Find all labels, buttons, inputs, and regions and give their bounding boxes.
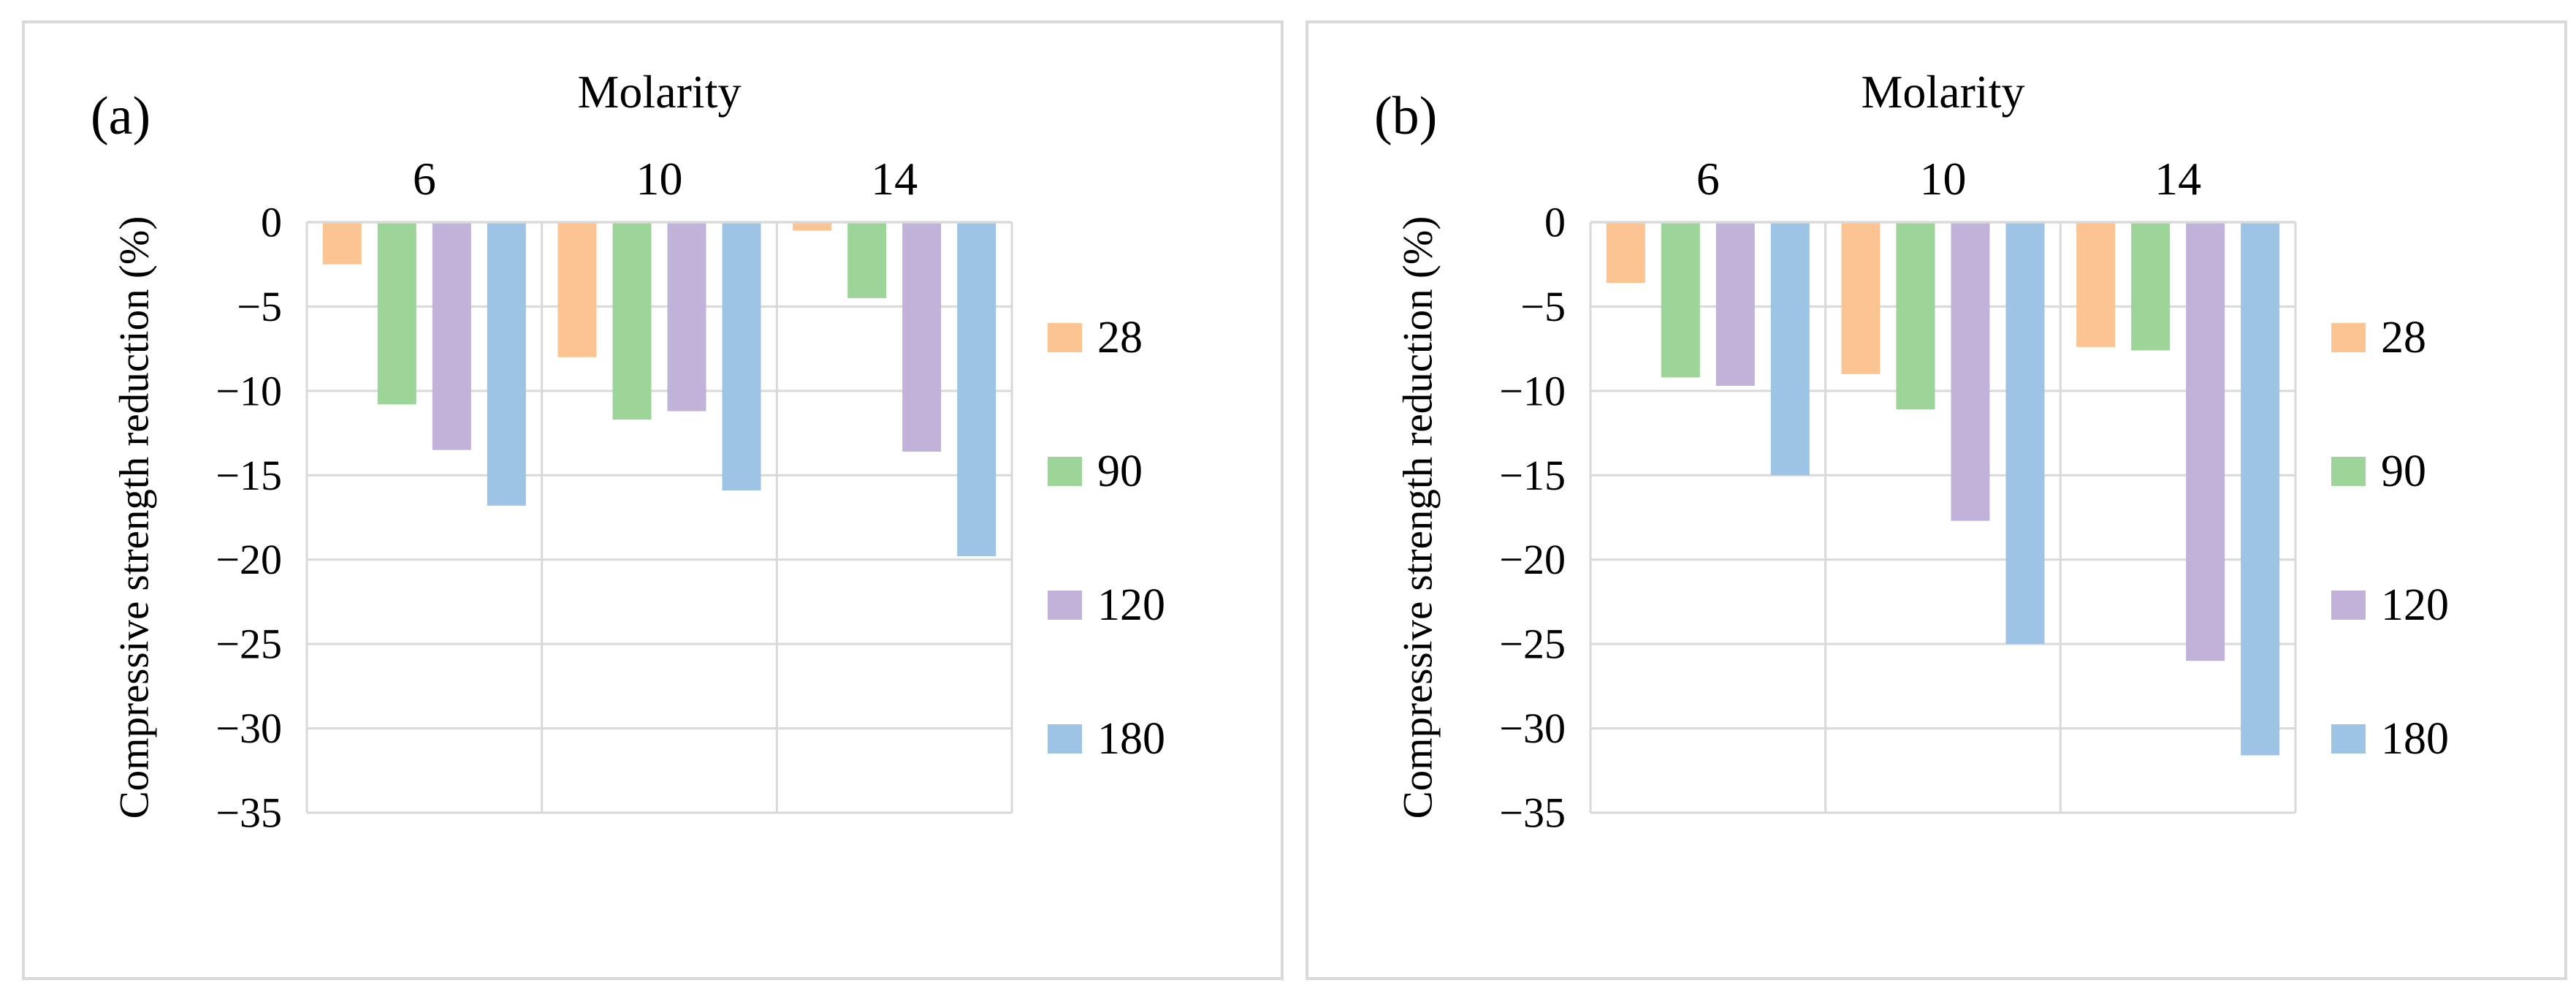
bar-120-10: [667, 223, 706, 411]
y-tick-label: 0: [261, 199, 282, 246]
bar-120-6: [1715, 223, 1755, 386]
bar-90-6: [377, 223, 416, 405]
panel-b: (b) Molarity Compressive strength reduct…: [1306, 20, 2567, 980]
legend-label-120: 120: [2381, 580, 2449, 630]
bar-120-10: [1951, 223, 1990, 521]
category-label-14: 14: [2154, 153, 2201, 205]
bar-90-10: [1896, 223, 1935, 410]
category-label-10: 10: [1920, 153, 1967, 205]
y-tick-label: −25: [216, 620, 282, 668]
legend-label-90: 90: [2381, 447, 2426, 496]
legend-label-120: 120: [1097, 580, 1165, 630]
bar-180-6: [1770, 223, 1810, 476]
bar-120-14: [902, 223, 942, 452]
bar-28-6: [1606, 223, 1645, 284]
bar-90-14: [847, 223, 887, 298]
category-label-14: 14: [871, 153, 918, 205]
legend-swatch-90: [2331, 457, 2366, 486]
bar-120-6: [432, 223, 471, 450]
legend-swatch-90: [1048, 457, 1082, 486]
legend-swatch-180: [1048, 724, 1082, 754]
bar-90-14: [2131, 223, 2171, 351]
legend-swatch-28: [2331, 323, 2366, 352]
y-tick-label: −35: [216, 789, 282, 837]
y-tick-label: −5: [1520, 283, 1566, 330]
category-label-6: 6: [1696, 153, 1720, 205]
panel-a: (a) Molarity Compressive strength reduct…: [22, 20, 1284, 980]
y-tick-label: −35: [1499, 789, 1566, 837]
category-label-10: 10: [636, 153, 683, 205]
y-tick-label: −5: [237, 283, 282, 330]
panel-a-x-axis-title: Molarity: [577, 66, 742, 118]
bar-180-10: [2005, 223, 2045, 645]
panel-a-plot: 0 −5 −10 −15 −20 −25 −30 −35 6 10 14 28 90 120 180: [216, 153, 1165, 837]
y-tick-label: 0: [1544, 199, 1566, 246]
panel-b-x-axis-title: Molarity: [1861, 66, 2025, 118]
y-tick-label: −30: [216, 705, 282, 752]
legend-swatch-120: [1048, 591, 1082, 620]
y-tick-label: −10: [216, 367, 282, 414]
bar-180-14: [2241, 223, 2280, 756]
bar-90-10: [612, 223, 652, 420]
bar-90-6: [1661, 223, 1700, 378]
category-label-6: 6: [413, 153, 436, 205]
panel-b-plot: 0 −5 −10 −15 −20 −25 −30 −35 6 10 14 28 90 120 180: [1499, 153, 2449, 837]
legend-swatch-120: [2331, 591, 2366, 620]
y-tick-label: −20: [1499, 536, 1566, 583]
bar-28-6: [322, 223, 362, 265]
bar-180-6: [487, 223, 526, 506]
legend-swatch-180: [2331, 724, 2366, 754]
y-tick-label: −15: [1499, 452, 1566, 499]
bar-28-14: [793, 223, 832, 231]
legend-label-180: 180: [2381, 714, 2449, 764]
legend-label-180: 180: [1097, 714, 1165, 764]
bar-120-14: [2186, 223, 2225, 661]
bar-28-10: [1841, 223, 1880, 374]
legend-label-28: 28: [1097, 313, 1143, 363]
panel-b-label: (b): [1374, 86, 1438, 146]
legend-label-28: 28: [2381, 313, 2426, 363]
bar-180-14: [957, 223, 997, 557]
y-tick-label: −10: [1499, 367, 1566, 414]
bar-180-10: [722, 223, 761, 491]
y-tick-label: −15: [216, 452, 282, 499]
y-tick-label: −30: [1499, 705, 1566, 752]
bar-28-14: [2076, 223, 2116, 347]
bar-28-10: [557, 223, 597, 357]
legend-swatch-28: [1048, 323, 1082, 352]
y-tick-label: −25: [1499, 620, 1566, 668]
panel-a-label: (a): [91, 86, 151, 146]
legend-label-90: 90: [1097, 447, 1143, 496]
y-tick-label: −20: [216, 536, 282, 583]
